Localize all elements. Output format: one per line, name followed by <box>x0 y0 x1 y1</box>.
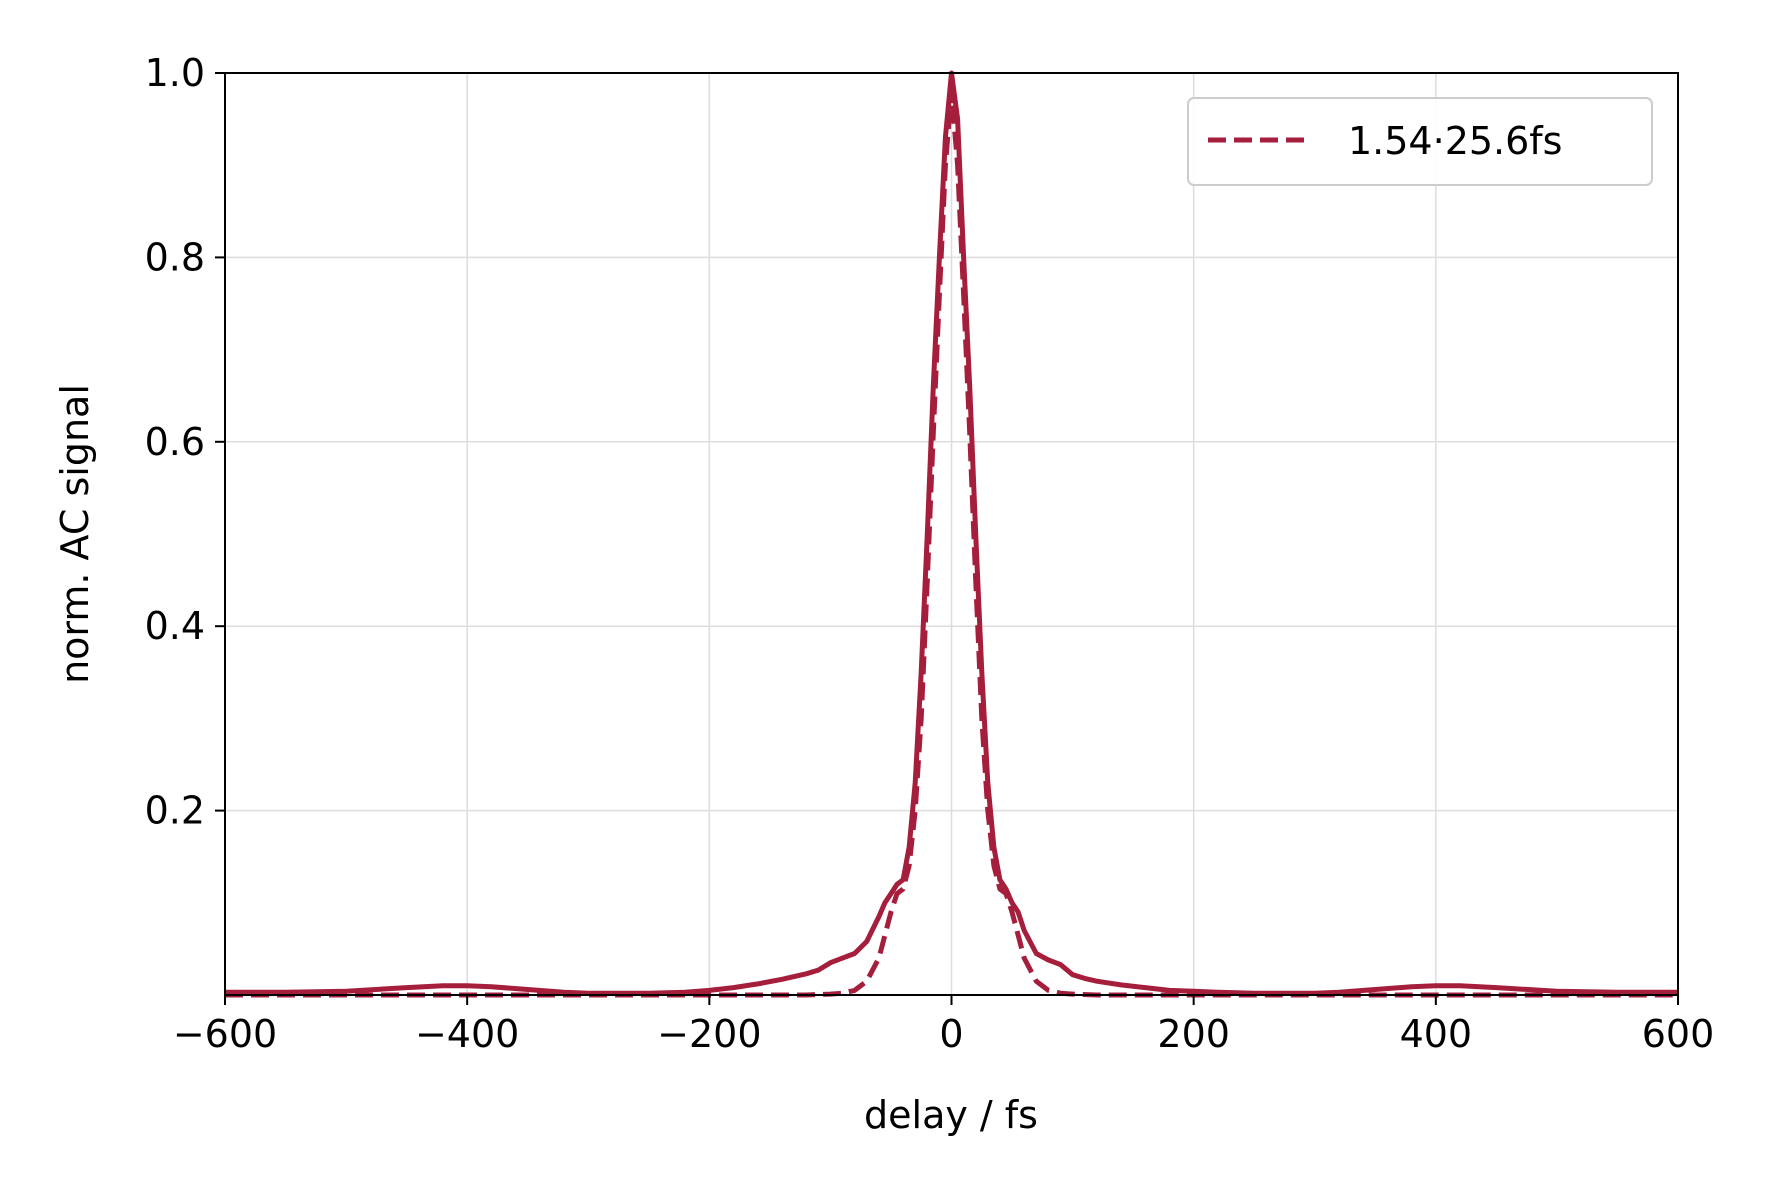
x-tick-label: −400 <box>415 1012 519 1056</box>
y-axis-title: norm. AC signal <box>53 384 97 684</box>
x-tick-label: 400 <box>1400 1012 1473 1056</box>
y-tick-label: 0.4 <box>145 604 205 648</box>
legend-box <box>1187 97 1653 186</box>
y-axis: 0.2 0.4 0.6 0.8 1.0 <box>145 51 225 833</box>
y-tick-label: 0.6 <box>145 420 205 464</box>
legend-label: 1.54·25.6fs <box>1348 119 1562 163</box>
grid <box>224 72 1679 995</box>
y-tick-label: 0.8 <box>145 235 205 279</box>
x-tick-label: 0 <box>939 1012 963 1056</box>
x-axis: −600 −400 −200 0 200 400 600 <box>173 995 1714 1056</box>
series-line-fit-dashed <box>225 88 1678 998</box>
x-axis-title: delay / fs <box>864 1093 1038 1137</box>
x-tick-label: 200 <box>1157 1012 1230 1056</box>
x-tick-label: 600 <box>1642 1012 1715 1056</box>
y-tick-label: 0.2 <box>145 789 205 833</box>
legend: 1.54·25.6fs <box>1187 97 1653 186</box>
x-tick-label: −600 <box>173 1012 277 1056</box>
x-tick-label: −200 <box>657 1012 761 1056</box>
y-tick-label: 1.0 <box>145 51 205 95</box>
